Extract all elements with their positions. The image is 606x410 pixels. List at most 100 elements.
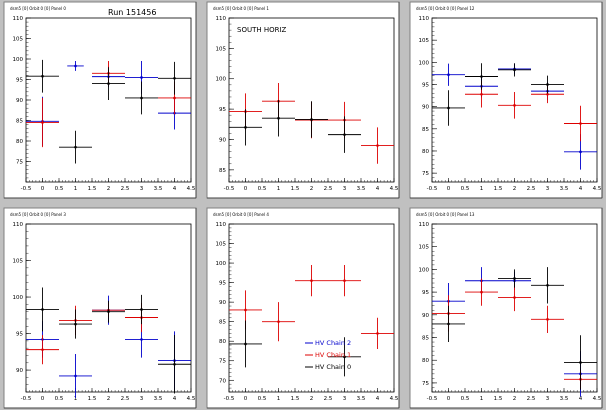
y-tick-label: 105	[13, 37, 24, 43]
y-tick-label: 105	[216, 46, 227, 52]
x-tick-label: 4.5	[593, 396, 602, 402]
y-tick-label: 85	[422, 127, 429, 133]
x-tick-label: -0.5	[224, 396, 235, 402]
x-tick-label: 1.5	[291, 396, 300, 402]
x-tick-label: 3	[546, 396, 550, 402]
x-tick-label: 4.5	[187, 396, 196, 402]
x-tick-label: 1.5	[88, 396, 97, 402]
series-2-point-0	[447, 106, 450, 110]
x-tick-label: 3.5	[560, 396, 569, 402]
x-tick-label: -0.5	[224, 186, 235, 192]
x-tick-label: 4	[173, 186, 177, 192]
series-2-point-2	[546, 283, 549, 287]
x-tick-label: 3.5	[560, 186, 569, 192]
x-tick-label: 4	[579, 396, 583, 402]
x-tick-label: 4	[376, 186, 380, 192]
panel-title: dsm5 [0] Orbit 0 [0] Panel 0	[10, 6, 66, 11]
x-tick-label: 1.5	[88, 186, 97, 192]
x-tick-label: 1	[480, 396, 484, 402]
y-tick-label: 110	[13, 222, 24, 228]
y-tick-label: 110	[216, 222, 227, 228]
x-tick-label: 2.5	[527, 396, 536, 402]
series-2-point-1	[480, 75, 483, 78]
y-tick-label: 80	[422, 358, 429, 364]
x-tick-label: 2	[513, 396, 517, 402]
x-tick-label: 0.5	[461, 186, 470, 192]
series-2-point-3	[579, 361, 582, 364]
x-tick-label: 0.5	[461, 396, 470, 402]
x-tick-label: 4.5	[593, 186, 602, 192]
series-1-point-3	[343, 133, 346, 136]
y-tick-label: 75	[16, 160, 23, 166]
series-2-point-3	[140, 308, 143, 311]
y-tick-label: 100	[419, 60, 430, 66]
panel-0: dsm5 [0] Orbit 0 [0] Panel 0 -0.5 0 0.5 1 1.5…	[3, 1, 197, 199]
x-tick-label: 2.5	[121, 186, 130, 192]
series-0-point-0	[447, 73, 450, 77]
series-2-point-4	[173, 76, 176, 80]
panel-title: dsm5 [0] Orbit 0 [0] Panel 1	[213, 6, 269, 11]
x-tick-label: 4.5	[187, 186, 196, 192]
series-2-point-2	[513, 68, 516, 72]
y-tick-label: 105	[216, 242, 227, 248]
y-tick-label: 70	[219, 378, 226, 384]
series-1-point-3	[546, 318, 549, 321]
x-tick-label: 2	[107, 186, 111, 192]
x-tick-label: 3	[140, 186, 144, 192]
series-0-point-3	[343, 279, 346, 282]
series-0-point-4	[376, 332, 379, 335]
y-tick-label: 80	[422, 149, 429, 155]
x-tick-label: 0.5	[258, 396, 267, 402]
series-0-point-1	[277, 320, 280, 323]
series-2-point-2	[107, 310, 110, 313]
panel-title: dsm5 [0] Orbit 0 [0] Panel 12	[416, 6, 475, 11]
series-1-point-2	[513, 296, 516, 299]
x-tick-label: 0.5	[55, 186, 64, 192]
series-1-point-1	[480, 290, 483, 294]
x-tick-label: 3	[546, 186, 550, 192]
y-tick-label: 95	[422, 290, 429, 296]
x-tick-label: 3.5	[357, 186, 366, 192]
x-tick-label: 0	[244, 396, 248, 402]
panel-1: dsm5 [0] Orbit 0 [0] Panel 1 -0.5 0 0.5 1 1.5…	[206, 1, 400, 199]
panel-4: dsm5 [0] Orbit 0 [0] Panel 4 -0.5 0 0.5 1 1.5…	[206, 207, 400, 409]
y-tick-label: 75	[422, 381, 429, 387]
series-2-point-0	[447, 322, 450, 326]
panel-2: dsm5 [0] Orbit 0 [0] Panel 12 -0.5 0 0.5 1 1.…	[409, 1, 603, 199]
plot-area	[228, 17, 395, 183]
series-1-point-0	[244, 342, 247, 346]
series-0-point-4	[579, 150, 582, 154]
series-0-point-0	[244, 308, 247, 312]
series-1-point-1	[513, 104, 516, 107]
panel-5: dsm5 [0] Orbit 0 [0] Panel 13 -0.5 0 0.5 1 1.…	[409, 207, 603, 409]
legend-label: HV Chain 2	[315, 339, 351, 347]
series-1-point-0	[244, 126, 247, 129]
legend-label: HV Chain 0	[315, 363, 351, 371]
x-tick-label: -0.5	[427, 186, 438, 192]
series-0-point-4	[376, 144, 379, 147]
x-tick-label: 2.5	[324, 186, 333, 192]
y-tick-label: 95	[219, 281, 226, 287]
x-tick-label: 4	[376, 396, 380, 402]
series-2-point-2	[107, 82, 110, 85]
x-tick-label: 4	[579, 186, 583, 192]
y-tick-label: 90	[219, 137, 226, 143]
y-tick-label: 100	[216, 77, 227, 83]
series-2-point-4	[173, 362, 176, 366]
y-tick-label: 75	[219, 359, 226, 365]
x-tick-label: 1	[74, 186, 78, 192]
y-tick-label: 95	[16, 78, 23, 84]
series-1-point-2	[546, 92, 549, 96]
x-tick-label: 1	[277, 186, 281, 192]
x-tick-label: 3.5	[357, 396, 366, 402]
y-tick-label: 80	[219, 339, 226, 345]
series-0-point-1	[74, 374, 77, 378]
series-1-point-2	[310, 118, 313, 121]
x-tick-label: 2	[310, 396, 314, 402]
x-tick-label: 4.5	[390, 396, 399, 402]
series-0-point-2	[310, 279, 313, 282]
x-tick-label: 1	[74, 396, 78, 402]
y-tick-label: 90	[16, 368, 23, 374]
y-tick-label: 100	[419, 267, 430, 273]
series-2-point-3	[140, 96, 143, 100]
